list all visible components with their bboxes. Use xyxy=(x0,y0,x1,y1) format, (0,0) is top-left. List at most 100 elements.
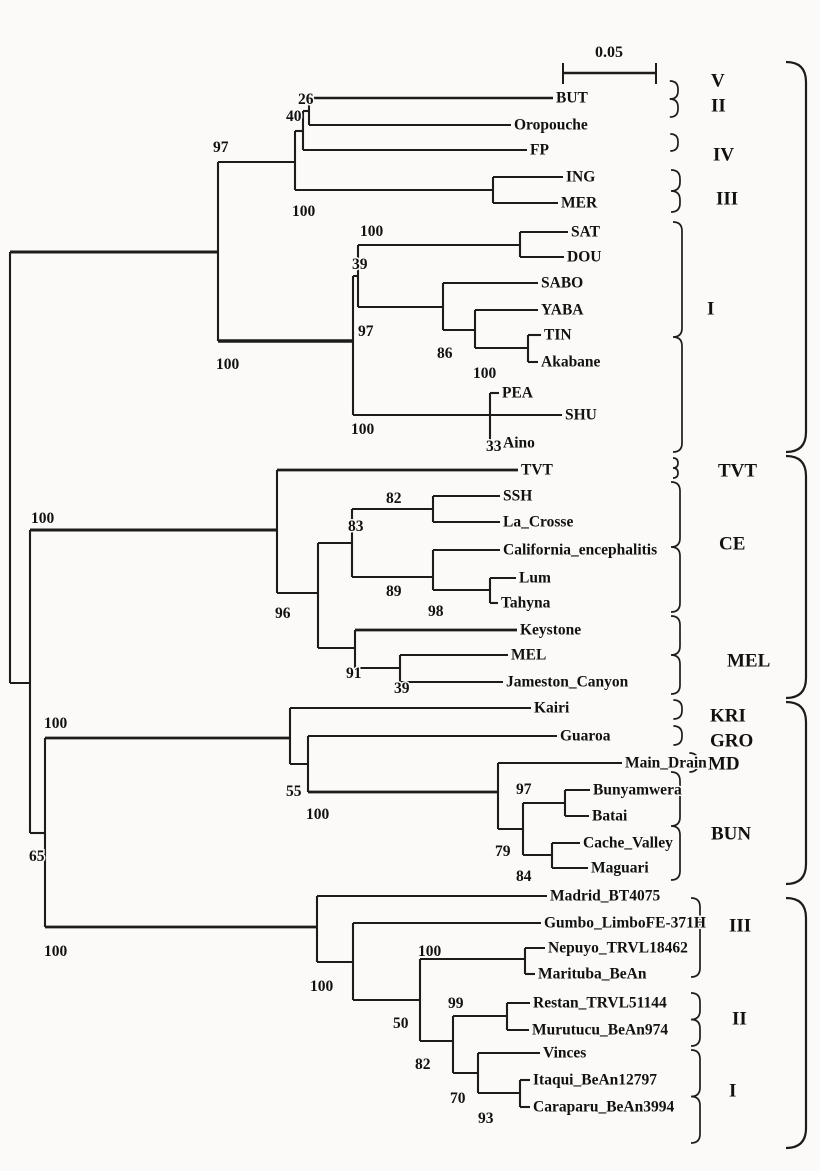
group-label: KRI xyxy=(710,706,746,727)
group-brace-I-bottom xyxy=(690,1049,701,1144)
group-brace-middle-clade xyxy=(785,454,808,700)
bootstrap-value: 93 xyxy=(478,1110,494,1127)
taxon-label: Batai xyxy=(592,808,628,825)
taxon-label: BUT xyxy=(556,90,589,107)
taxon-label: La_Crosse xyxy=(503,514,573,531)
group-brace-III xyxy=(670,169,681,213)
taxon-label: Oropouche xyxy=(514,117,588,134)
group-brace-TVT xyxy=(672,457,679,479)
taxon-label: SHU xyxy=(565,407,597,424)
bootstrap-value: 33 xyxy=(486,438,502,455)
group-brace-kri-bun-clade xyxy=(785,700,808,886)
bootstrap-value: 100 xyxy=(473,365,497,382)
taxon-label: Marituba_BeAn xyxy=(538,966,647,983)
group-label: MD xyxy=(708,754,740,775)
bootstrap-value: 100 xyxy=(292,203,316,220)
taxon-label: Maguari xyxy=(591,860,649,877)
group-label: III xyxy=(716,189,738,210)
scale-bar-label: 0.05 xyxy=(595,44,623,61)
group-brace-CE xyxy=(670,481,681,613)
group-brace-BUN xyxy=(670,771,681,881)
taxon-label: Madrid_BT4075 xyxy=(550,888,660,905)
group-label: I xyxy=(729,1081,736,1102)
taxon-label: Main_Drain xyxy=(625,755,707,772)
bootstrap-value: 98 xyxy=(428,603,444,620)
taxon-label: Cache_Valley xyxy=(583,835,673,852)
group-brace-GRO xyxy=(673,725,683,746)
taxon-label: SSH xyxy=(503,488,532,505)
bootstrap-value: 86 xyxy=(437,345,453,362)
bootstrap-value: 97 xyxy=(358,323,374,340)
scale-bar: 0.05 xyxy=(562,44,657,84)
taxon-label: DOU xyxy=(567,249,601,266)
bootstrap-value: 100 xyxy=(418,943,442,960)
group-label: TVT xyxy=(718,461,757,482)
group-label: II xyxy=(711,96,726,117)
bootstrap-value: 100 xyxy=(306,806,330,823)
taxon-label: PEA xyxy=(502,385,534,402)
taxon-label: Guaroa xyxy=(560,728,611,745)
group-braces xyxy=(669,60,808,1150)
taxon-label: Restan_TRVL51144 xyxy=(533,995,667,1012)
bootstrap-value: 84 xyxy=(516,868,532,885)
group-label: V xyxy=(711,71,725,92)
taxon-label: Keystone xyxy=(520,622,581,639)
bootstrap-value: 26 xyxy=(298,91,314,108)
bootstrap-value: 96 xyxy=(275,605,291,622)
group-brace-V xyxy=(669,80,679,100)
bootstrap-value: 100 xyxy=(44,715,68,732)
bootstrap-value: 97 xyxy=(516,781,532,798)
group-label: BUN xyxy=(711,824,751,845)
taxon-label: Gumbo_LimboFE-371H xyxy=(544,915,706,932)
group-brace-II-bottom xyxy=(690,992,701,1047)
taxon-label: Jameston_Canyon xyxy=(506,674,629,691)
taxon-label: FP xyxy=(530,142,549,159)
group-brace-MEL xyxy=(670,615,681,695)
bootstrap-value: 100 xyxy=(310,978,334,995)
taxon-label: Murutucu_BeAn974 xyxy=(532,1022,668,1039)
taxon-label: Aino xyxy=(503,435,535,452)
taxon-label: Nepuyo_TRVL18462 xyxy=(548,940,688,957)
group-brace-II xyxy=(669,98,679,118)
taxon-label: ING xyxy=(566,169,595,186)
bootstrap-value: 50 xyxy=(393,1015,409,1032)
taxon-label: SAT xyxy=(571,224,601,241)
group-label: CE xyxy=(719,534,745,555)
group-brace-bottom-clade xyxy=(785,896,808,1150)
taxon-label: California_encephalitis xyxy=(503,542,657,559)
bootstrap-value: 83 xyxy=(348,518,364,535)
group-label: MEL xyxy=(727,651,770,672)
taxon-label: SABO xyxy=(541,275,583,292)
taxon-label: Kairi xyxy=(534,700,570,717)
taxon-label: Caraparu_BeAn3994 xyxy=(533,1099,674,1116)
taxon-label: Vinces xyxy=(543,1045,586,1062)
group-label: IV xyxy=(713,145,734,166)
taxon-label: YABA xyxy=(541,302,584,319)
bootstrap-value: 100 xyxy=(351,421,375,438)
taxon-label: TVT xyxy=(521,462,554,479)
bootstrap-value: 70 xyxy=(450,1090,466,1107)
group-brace-MD xyxy=(689,752,699,773)
taxon-label: Bunyamwera xyxy=(593,782,682,799)
bootstrap-value: 65 xyxy=(29,848,45,865)
bootstrap-value: 55 xyxy=(286,783,302,800)
taxon-label: Tahyna xyxy=(501,595,551,612)
bootstrap-value: 100 xyxy=(216,356,240,373)
taxon-label: TIN xyxy=(544,327,572,344)
bootstrap-value: 39 xyxy=(352,256,368,273)
group-brace-I xyxy=(672,221,683,453)
tree-labels: BUT Oropouche FP ING MER SAT DOU SABO YABA TIN Aka… xyxy=(28,71,771,1129)
group-brace-KRI xyxy=(673,699,683,720)
taxon-label: Lum xyxy=(519,570,551,587)
taxon-label: Akabane xyxy=(541,354,601,371)
group-brace-III-bottom xyxy=(690,897,701,978)
bootstrap-value: 89 xyxy=(386,583,402,600)
taxon-label: MER xyxy=(561,195,598,212)
bootstrap-value: 100 xyxy=(360,223,384,240)
group-label: III xyxy=(729,916,751,937)
group-label: II xyxy=(732,1009,747,1030)
tree-edges xyxy=(8,96,622,1109)
bootstrap-value: 39 xyxy=(394,680,410,697)
